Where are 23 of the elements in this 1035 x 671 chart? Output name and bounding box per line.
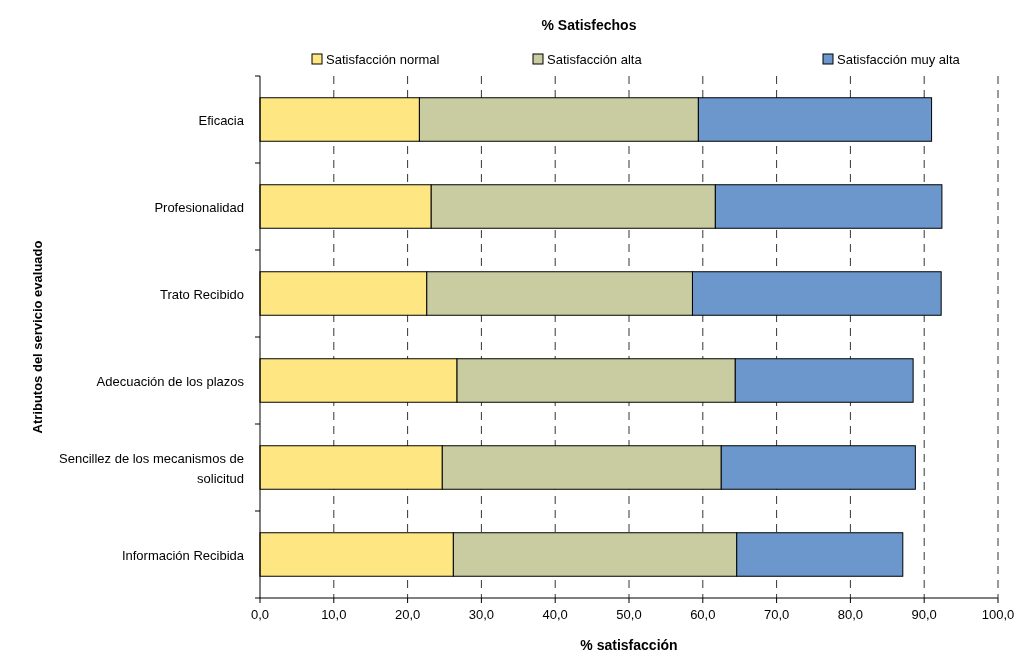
- x-tick-label: 40,0: [542, 607, 568, 622]
- x-tick-label: 10,0: [321, 607, 347, 622]
- y-tick-label: Adecuación de los plazos: [96, 373, 245, 389]
- x-tick-label: 60,0: [690, 607, 716, 622]
- x-axis-title: % satisfacción: [580, 637, 678, 653]
- y-axis-title: Atributos del servicio evaluado: [30, 240, 45, 434]
- legend-label: Satisfacción normal: [326, 52, 440, 67]
- chart-title: % Satisfechos: [541, 17, 637, 33]
- y-tick-label: Eficacia: [198, 112, 245, 128]
- x-tick-label: 70,0: [763, 607, 790, 622]
- x-tick-label: 30,0: [468, 607, 495, 622]
- y-tick-label: Sencillez de los mecanismos de solicitud: [59, 450, 244, 486]
- y-tick-label: Trato Recibido: [159, 286, 244, 302]
- y-tick-label: Profesionalidad: [154, 199, 244, 215]
- legend-label: Satisfacción alta: [547, 52, 643, 67]
- x-tick-label: 90,0: [911, 607, 937, 622]
- x-tick-label: 100,0: [981, 607, 1015, 622]
- x-tick-label: 80,0: [837, 607, 864, 622]
- legend-label: Satisfacción muy alta: [837, 52, 961, 67]
- x-tick-label: 0,0: [250, 607, 270, 622]
- x-tick-label: 50,0: [616, 607, 642, 622]
- x-tick-label: 20,0: [394, 607, 421, 622]
- y-tick-label: Información Recibida: [121, 547, 245, 563]
